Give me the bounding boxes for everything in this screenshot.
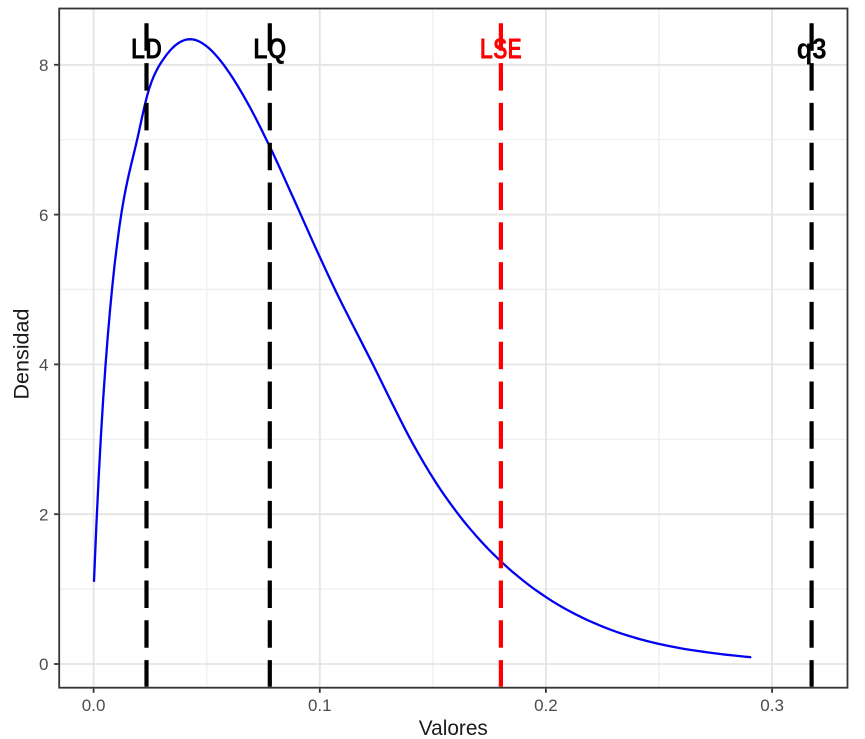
svg-text:0: 0 [39, 655, 48, 674]
svg-text:6: 6 [39, 206, 48, 225]
svg-text:2: 2 [39, 505, 48, 524]
svg-text:0.0: 0.0 [82, 696, 106, 715]
svg-text:LD: LD [131, 34, 162, 66]
svg-text:LQ: LQ [253, 34, 286, 66]
svg-text:4: 4 [39, 356, 48, 375]
svg-text:0.1: 0.1 [308, 696, 332, 715]
svg-text:0.2: 0.2 [534, 696, 558, 715]
svg-text:q3: q3 [797, 34, 827, 66]
svg-text:LSE: LSE [480, 34, 522, 66]
svg-text:Valores: Valores [419, 716, 488, 739]
svg-text:Densidad: Densidad [10, 309, 34, 400]
svg-text:0.3: 0.3 [760, 696, 784, 715]
svg-text:8: 8 [39, 56, 48, 75]
